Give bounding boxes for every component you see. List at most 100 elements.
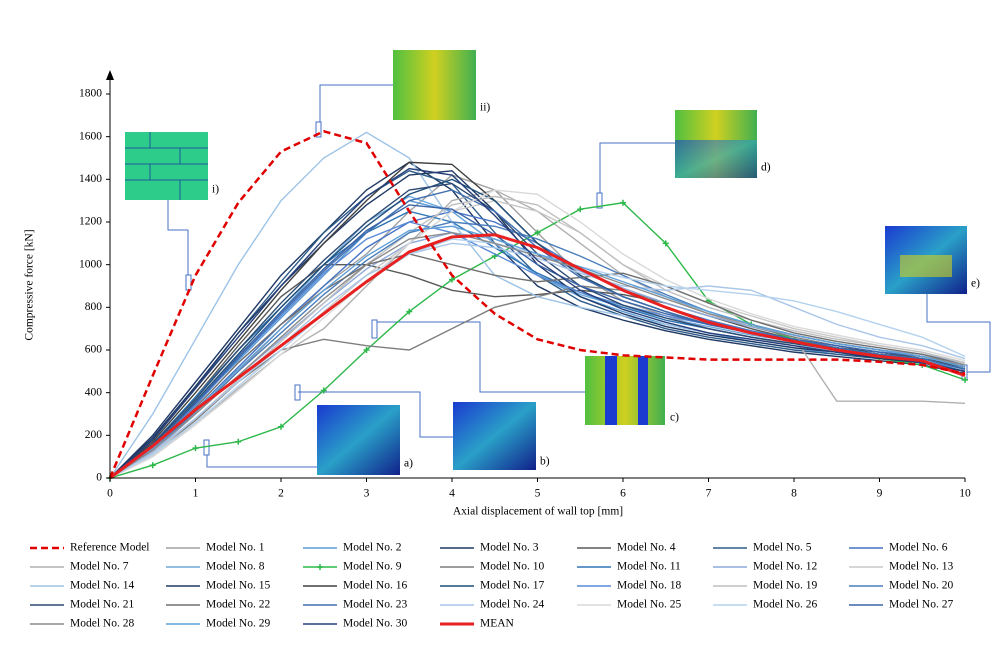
legend-label: Model No. 23 xyxy=(343,599,407,611)
point-marker xyxy=(363,347,370,353)
legend-label: Model No. 20 xyxy=(889,580,953,592)
series-line xyxy=(109,225,966,479)
y-tick-label: 1000 xyxy=(79,258,102,270)
legend-label: Model No. 28 xyxy=(70,618,134,630)
inset-grid xyxy=(125,132,208,200)
x-tick-label: 7 xyxy=(706,488,712,500)
y-tick-label: 1800 xyxy=(79,88,102,100)
series-line xyxy=(109,210,966,479)
legend-label: Model No. 25 xyxy=(617,599,681,611)
annotation: e) xyxy=(971,278,980,290)
series-line xyxy=(109,182,966,479)
series-line xyxy=(109,161,966,479)
y-tick-label: 0 xyxy=(96,472,102,484)
legend-label: Model No. 8 xyxy=(206,561,265,573)
point-marker xyxy=(235,438,242,445)
legend-label: Model No. 30 xyxy=(343,618,407,630)
legend-label: Model No. 1 xyxy=(206,542,265,554)
legend-label: Model No. 13 xyxy=(889,561,953,573)
x-tick-label: 4 xyxy=(449,488,455,500)
connector xyxy=(294,384,453,438)
series-line xyxy=(109,189,966,479)
legend-label: Model No. 27 xyxy=(889,599,953,611)
legend-label: MEAN xyxy=(480,618,515,630)
legend-label: Model No. 14 xyxy=(70,580,134,592)
annotation: b) xyxy=(540,456,550,468)
legend-label: Model No. 16 xyxy=(343,580,407,592)
legend-label: Model No. 21 xyxy=(70,599,134,611)
point-marker xyxy=(620,199,626,206)
inset-image xyxy=(605,356,617,425)
legend-marker xyxy=(317,564,323,570)
legend-label: Model No. 6 xyxy=(889,542,948,554)
annotation: a) xyxy=(404,458,413,470)
point-marker xyxy=(534,229,541,236)
x-tick-label: 1 xyxy=(193,488,199,500)
series-line xyxy=(109,242,966,479)
annotation: d) xyxy=(761,162,771,174)
x-tick-label: 9 xyxy=(877,488,883,500)
point-marker xyxy=(192,445,199,452)
point-marker xyxy=(278,423,284,430)
inset-image xyxy=(453,402,536,470)
y-axis-arrow xyxy=(106,70,114,80)
series-line xyxy=(109,253,966,479)
y-tick-label: 1400 xyxy=(79,173,102,185)
x-tick-label: 2 xyxy=(278,488,284,500)
series-line xyxy=(109,161,966,479)
legend-label: Model No. 11 xyxy=(617,561,681,573)
series-line xyxy=(109,174,966,479)
series-line xyxy=(109,167,966,479)
point-marker xyxy=(962,376,968,383)
inset-image xyxy=(585,356,665,425)
x-tick-label: 5 xyxy=(535,488,541,500)
point-marker xyxy=(577,206,584,213)
y-tick-label: 1600 xyxy=(79,130,102,142)
x-axis-label: Axial displacement of wall top [mm] xyxy=(453,506,623,518)
legend-label: Model No. 15 xyxy=(206,580,270,592)
y-tick-label: 400 xyxy=(85,386,103,398)
inset-image xyxy=(317,405,400,475)
inset-image xyxy=(638,356,648,425)
point-marker xyxy=(406,308,413,315)
y-tick-label: 600 xyxy=(85,344,103,356)
y-tick-label: 200 xyxy=(85,429,103,441)
connector xyxy=(315,84,393,138)
point-marker xyxy=(149,462,156,469)
legend-label: Model No. 3 xyxy=(480,542,539,554)
legend-label: Model No. 19 xyxy=(753,580,817,592)
x-tick-label: 3 xyxy=(364,488,370,500)
inset-image xyxy=(675,140,757,178)
series-line xyxy=(109,131,966,479)
point-marker xyxy=(449,276,455,283)
inset-image xyxy=(900,255,952,277)
legend-label: Model No. 22 xyxy=(206,599,270,611)
legend-label: Model No. 10 xyxy=(480,561,544,573)
point-marker xyxy=(662,240,669,247)
y-tick-label: 800 xyxy=(85,301,103,313)
legend-label: Model No. 17 xyxy=(480,580,544,592)
connector xyxy=(167,200,192,291)
series-line xyxy=(109,233,966,480)
plot xyxy=(107,130,968,481)
legend-label: Model No. 5 xyxy=(753,542,812,554)
legend-label: Model No. 24 xyxy=(480,599,544,611)
legend-label: Model No. 7 xyxy=(70,561,129,573)
x-tick-label: 0 xyxy=(107,488,113,500)
x-tick-label: 6 xyxy=(620,488,626,500)
series-line xyxy=(109,210,966,479)
legend-label: Reference Model xyxy=(70,542,150,554)
connector xyxy=(596,142,675,209)
legend-label: Model No. 12 xyxy=(753,561,817,573)
legend-label: Model No. 9 xyxy=(343,561,402,573)
legend-label: Model No. 18 xyxy=(617,580,681,592)
legend-label: Model No. 4 xyxy=(617,542,676,554)
annotation: c) xyxy=(670,412,679,424)
insets xyxy=(125,50,991,475)
legend-label: Model No. 2 xyxy=(343,542,402,554)
connector xyxy=(371,319,585,393)
series-line xyxy=(108,130,966,479)
series-line xyxy=(109,204,966,479)
x-tick-label: 8 xyxy=(791,488,797,500)
